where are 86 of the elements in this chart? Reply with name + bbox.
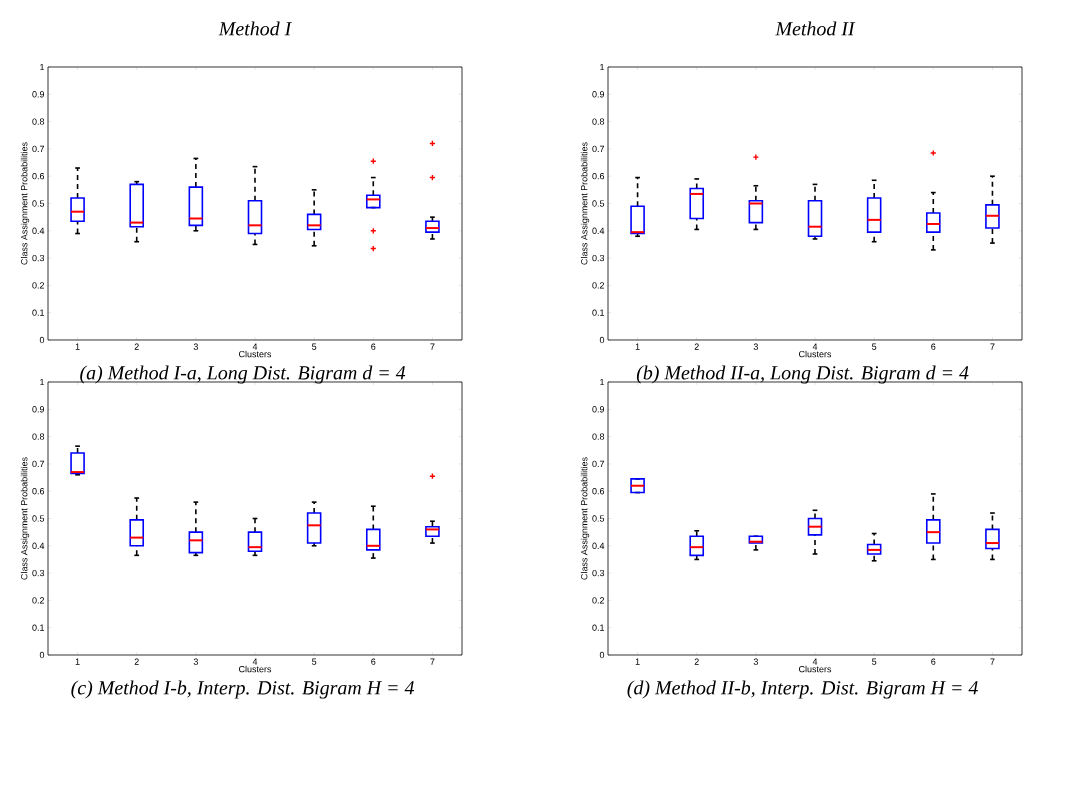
y-tick-label: 0.7 xyxy=(32,460,45,468)
x-tick-label: 4 xyxy=(252,658,258,665)
x-tick-label: 6 xyxy=(931,658,936,665)
chart-title: Method II xyxy=(775,21,856,36)
y-tick-label: 0.9 xyxy=(592,91,605,98)
y-tick-label: 1 xyxy=(40,378,45,386)
x-tick-label: 7 xyxy=(430,343,435,350)
x-tick-label: 5 xyxy=(312,658,317,665)
x-tick-label: 4 xyxy=(812,343,818,350)
y-tick-label: 0.5 xyxy=(32,200,45,207)
x-tick-label: 1 xyxy=(75,658,80,665)
y-tick-label: 0.4 xyxy=(32,542,45,549)
y-tick-label: 0.3 xyxy=(32,254,45,262)
x-tick-label: 7 xyxy=(990,658,995,665)
text: (c) Method I-b, Interp. Dist. Bigram H = 4 xyxy=(71,680,415,699)
y-tick-label: 0.8 xyxy=(592,433,605,440)
x-tick-label: 5 xyxy=(872,343,877,350)
y-tick-label: 0.6 xyxy=(592,173,605,180)
x-tick-label: 6 xyxy=(371,658,376,665)
x-tick-label: 5 xyxy=(872,658,877,665)
y-tick-label: 0.1 xyxy=(592,624,605,631)
y-tick-label: 0.8 xyxy=(32,433,45,440)
x-axis-title: Clusters xyxy=(239,350,272,358)
y-tick-label: 1 xyxy=(600,378,605,386)
y-tick-label: 0.7 xyxy=(32,145,45,153)
x-tick-label: 5 xyxy=(312,343,317,350)
y-tick-label: 0.6 xyxy=(32,488,45,495)
y-tick-label: 0.8 xyxy=(592,118,605,125)
y-tick-label: 0.7 xyxy=(592,460,605,468)
y-tick-label: 0.6 xyxy=(32,173,45,180)
x-tick-label: 7 xyxy=(430,658,435,665)
y-tick-label: 0.3 xyxy=(592,254,605,262)
y-axis-title: Class Assignment Probabilities xyxy=(20,142,30,265)
x-tick-label: 1 xyxy=(75,343,80,350)
y-tick-label: 0.2 xyxy=(592,282,605,289)
y-axis-title: Class Assignment Probabilities xyxy=(580,457,590,580)
x-tick-label: 3 xyxy=(753,658,758,665)
y-tick-label: 0.9 xyxy=(32,406,45,413)
x-tick-label: 3 xyxy=(193,343,198,350)
y-tick-label: 0.6 xyxy=(592,488,605,495)
y-axis-title: Class Assignment Probabilities xyxy=(580,142,590,265)
y-tick-label: 0.5 xyxy=(592,200,605,207)
x-tick-label: 2 xyxy=(694,343,699,350)
y-tick-label: 0.3 xyxy=(32,569,45,577)
y-tick-label: 0.5 xyxy=(32,515,45,522)
x-tick-label: 6 xyxy=(931,343,936,350)
y-tick-label: 0 xyxy=(599,336,605,344)
y-tick-label: 0.4 xyxy=(592,542,605,549)
y-tick-label: 1 xyxy=(40,63,45,71)
y-tick-label: 0 xyxy=(39,651,45,659)
annotation: (b) Method II-a, Long Dist. Bigram d = 4 xyxy=(636,365,969,384)
y-tick-label: 0.2 xyxy=(592,597,605,604)
x-tick-label: 7 xyxy=(990,343,995,350)
y-tick-label: 0.7 xyxy=(592,145,605,153)
x-tick-label: 1 xyxy=(635,658,640,665)
y-tick-label: 0.8 xyxy=(32,118,45,125)
x-axis-title: Clusters xyxy=(799,350,832,358)
x-axis-title: Clusters xyxy=(239,665,272,673)
x-tick-label: 3 xyxy=(753,343,758,350)
x-tick-label: 2 xyxy=(134,658,139,665)
y-tick-label: 0.4 xyxy=(32,227,45,234)
x-axis-title: Clusters xyxy=(799,665,832,673)
y-axis-title: Class Assignment Probabilities xyxy=(20,457,30,580)
x-tick-label: 6 xyxy=(371,343,376,350)
x-tick-label: 2 xyxy=(134,343,139,350)
y-tick-label: 0.9 xyxy=(32,91,45,98)
y-tick-label: 0.3 xyxy=(592,569,605,577)
y-tick-label: 0.1 xyxy=(592,309,605,316)
x-tick-label: 4 xyxy=(252,343,258,350)
x-tick-label: 3 xyxy=(193,658,198,665)
x-tick-label: 4 xyxy=(812,658,818,665)
annotation: (a) Method I-a, Long Dist. Bigram d = 4 xyxy=(80,365,406,384)
text: (d) Method II-b, Interp. Dist. Bigram H = 4 xyxy=(627,680,978,699)
y-tick-label: 0 xyxy=(599,651,605,659)
y-tick-label: 0.4 xyxy=(592,227,605,234)
y-tick-label: 0.5 xyxy=(592,515,605,522)
y-tick-label: 0 xyxy=(39,336,45,344)
y-tick-label: 0.1 xyxy=(32,624,45,631)
y-tick-label: 0.9 xyxy=(592,406,605,413)
chart-title: Method I xyxy=(218,21,292,36)
y-tick-label: 1 xyxy=(600,63,605,71)
y-tick-label: 0.1 xyxy=(32,309,45,316)
x-tick-label: 1 xyxy=(635,343,640,350)
x-tick-label: 2 xyxy=(694,658,699,665)
y-tick-label: 0.2 xyxy=(32,597,45,604)
y-tick-label: 0.2 xyxy=(32,282,45,289)
